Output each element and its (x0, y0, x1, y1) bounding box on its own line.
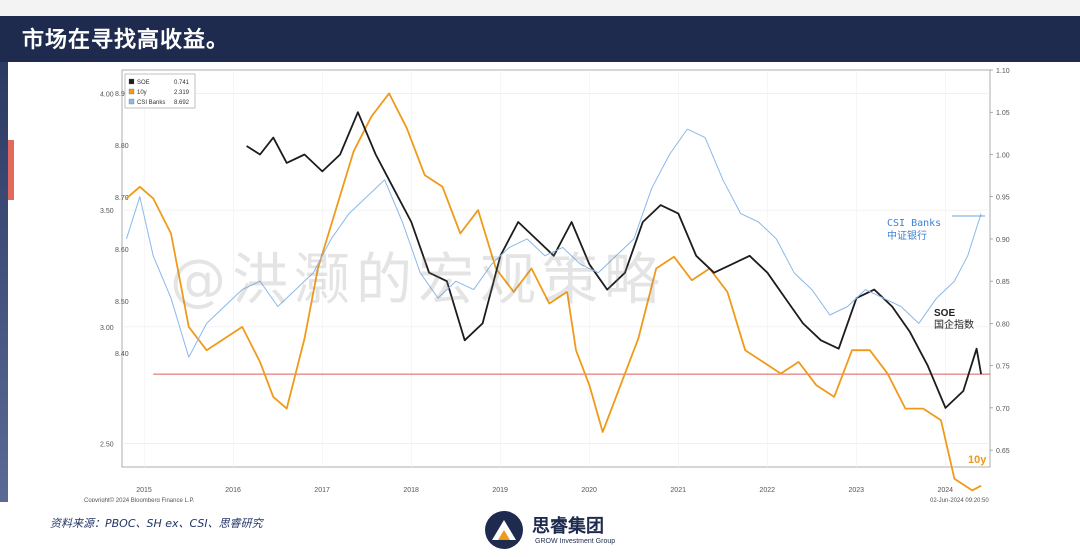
left-axis-tick: 3.00 (100, 325, 114, 332)
legend-swatch (128, 88, 135, 95)
legend-label: SOE (137, 80, 150, 86)
annotation-soe-en: SOE (934, 308, 955, 319)
series-line-csi-banks (126, 128, 982, 358)
legend-value: 0.741 (174, 80, 190, 86)
left-axis-tick: 3.50 (100, 208, 114, 215)
left-axis-tick: 4.00 (100, 91, 114, 98)
right-axis-tick: 0.80 (996, 321, 1010, 328)
legend-box (124, 73, 196, 109)
x-axis-tick: 2021 (670, 487, 686, 494)
left-accent-mark (8, 140, 14, 200)
right-axis-tick: 0.75 (996, 364, 1010, 371)
inner-axis-tick: 8.40 (115, 351, 129, 358)
right-axis-tick: 1.05 (996, 110, 1010, 117)
x-axis-tick: 2015 (136, 487, 152, 494)
x-axis-tick: 2023 (848, 487, 864, 494)
legend-value: 2.319 (174, 90, 190, 96)
legend-label: CSI Banks (137, 100, 165, 106)
legend-swatch (128, 98, 135, 105)
right-axis-tick: 1.00 (996, 152, 1010, 159)
x-axis-tick: 2019 (492, 487, 508, 494)
page-title: 市场在寻找高收益。 (22, 28, 230, 53)
left-accent-stripe (0, 62, 8, 502)
inner-axis-tick: 8.90 (115, 91, 129, 98)
x-axis-tick: 2020 (581, 487, 597, 494)
inner-axis-tick: 8.50 (115, 299, 129, 306)
right-axis-tick: 0.90 (996, 237, 1010, 244)
x-axis-tick: 2017 (314, 487, 330, 494)
series-line-10y (125, 92, 982, 492)
brand-name-en: GROW Investment Group (535, 538, 616, 545)
x-axis-tick: 2016 (225, 487, 241, 494)
inner-axis-tick: 8.80 (115, 143, 129, 150)
right-axis-tick: 0.70 (996, 406, 1010, 413)
right-axis-tick: 0.65 (996, 448, 1010, 455)
annotation-csi-en: CSI Banks (887, 218, 941, 229)
chart-copyright: Copyright© 2024 Bloomberg Finance L.P. (84, 497, 195, 502)
legend-swatch (128, 78, 135, 85)
legend-value: 8.692 (174, 100, 190, 106)
grow-logo-icon (485, 511, 523, 549)
header-band (0, 16, 1080, 62)
plot-area (121, 69, 991, 468)
annotation-soe-cn: 国企指数 (934, 318, 974, 331)
right-axis-tick: 1.10 (996, 68, 1010, 75)
x-axis-tick: 2024 (937, 487, 953, 494)
x-axis-tick: 2018 (403, 487, 419, 494)
chart-timestamp: 02-Jun-2024 09:20:50 (930, 498, 989, 502)
series-line-soe (246, 111, 982, 409)
x-axis-tick: 2022 (759, 487, 775, 494)
left-axis-tick: 2.50 (100, 442, 114, 449)
annotation-10y: 10y (968, 454, 987, 466)
inner-axis-tick: 8.70 (115, 195, 129, 202)
right-axis-tick: 0.85 (996, 279, 1010, 286)
inner-axis-tick: 8.60 (115, 247, 129, 254)
header-bar: 市场在寻找高收益。 (0, 0, 1080, 62)
bond-yield-chart: 4.00 3.50 3.00 2.50 8.90 8.80 8.70 8.60 8.50 8.40… (84, 68, 1010, 502)
brand-name: 思睿集团 (532, 516, 604, 537)
right-axis-tick: 0.95 (996, 195, 1010, 202)
source-note: 资料来源：PBOC、SH ex、CSI、思睿研究 (50, 517, 263, 530)
annotation-csi-cn: 中证银行 (887, 229, 927, 242)
legend-label: 10y (137, 90, 147, 96)
